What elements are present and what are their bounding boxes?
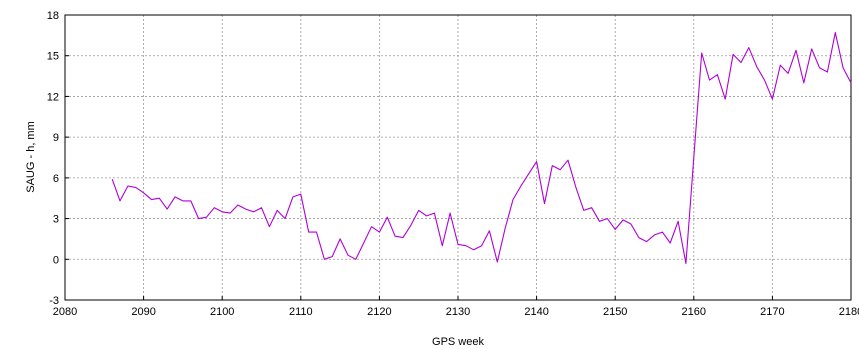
y-axis-label: SAUG - h, mm <box>25 121 37 193</box>
series-line <box>111 32 852 264</box>
x-tick-label: 2150 <box>603 306 627 318</box>
x-axis-label: GPS week <box>432 336 484 348</box>
y-tick-label: 3 <box>53 214 59 226</box>
x-tick-label: 2140 <box>524 306 548 318</box>
y-tick-label: -3 <box>49 295 59 307</box>
x-tick-label: 2170 <box>760 306 784 318</box>
y-tick-label: 9 <box>53 132 59 144</box>
y-tick-label: 0 <box>53 254 59 266</box>
y-tick-label: 12 <box>47 91 59 103</box>
grid-lines <box>65 15 851 300</box>
x-tick-label: 2080 <box>53 306 77 318</box>
series-layer <box>111 32 852 264</box>
x-tick-label: 2180 <box>839 306 859 318</box>
x-tick-label: 2100 <box>210 306 234 318</box>
x-tick-label: 2120 <box>367 306 391 318</box>
y-tick-label: 6 <box>53 173 59 185</box>
plot-frame <box>64 14 852 301</box>
y-tick-label: 15 <box>47 51 59 63</box>
y-tick-label: 18 <box>47 10 59 22</box>
x-tick-label: 2130 <box>446 306 470 318</box>
axis-ticks: 2080 2090 2100 2110 2120 2130 2140 2150 2160 2170… <box>47 10 859 318</box>
x-tick-label: 2110 <box>289 306 313 318</box>
x-tick-label: 2160 <box>682 306 706 318</box>
x-tick-label: 2090 <box>131 306 155 318</box>
